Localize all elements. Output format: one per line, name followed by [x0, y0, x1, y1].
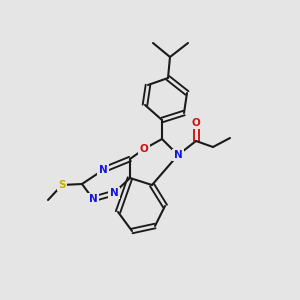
Text: N: N [99, 165, 107, 175]
Text: N: N [88, 194, 98, 204]
Text: S: S [58, 180, 66, 190]
Text: O: O [192, 118, 200, 128]
Text: N: N [110, 188, 118, 198]
Text: O: O [140, 144, 148, 154]
Text: N: N [174, 150, 182, 160]
